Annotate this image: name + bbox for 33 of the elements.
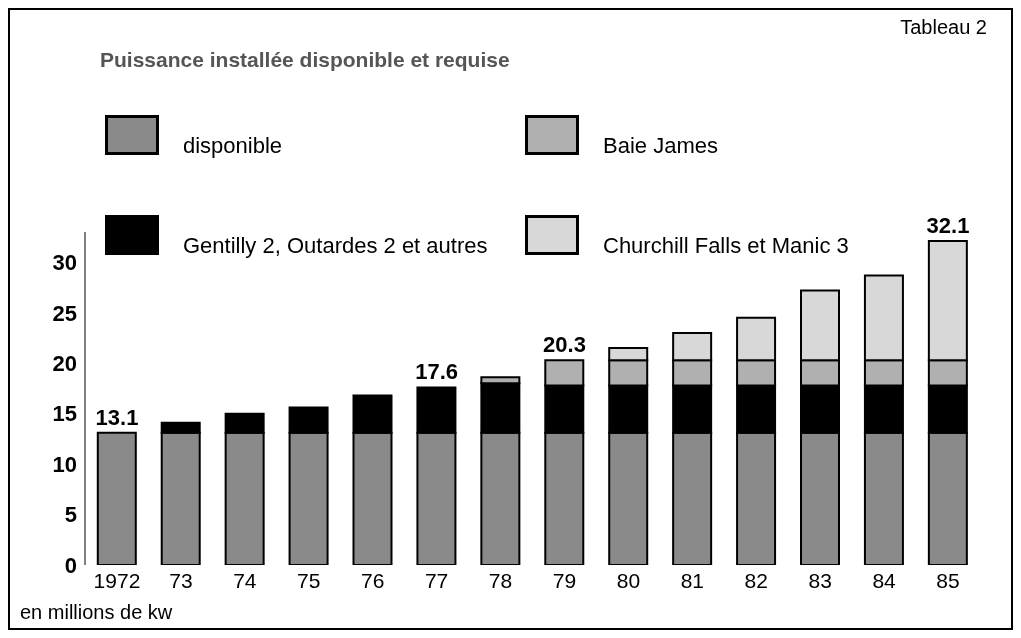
x-tick-label: 76 [361,568,385,592]
x-tick-label: 81 [680,568,704,592]
chart-title: Puissance installée disponible et requise [100,48,510,72]
x-tick-label: 77 [424,568,449,592]
legend-label: Churchill Falls et Manic 3 [603,232,849,260]
legend-label: disponible [183,132,283,160]
x-tick-label: 84 [872,568,897,592]
text: Tableau 2 [900,16,987,39]
x-tick-label: 78 [488,568,513,592]
bar [96,431,137,565]
legend-label: Gentilly 2, Outardes 2 et autres [183,232,488,260]
x-tick-label: 1972 [93,568,141,592]
x-tick-label: 79 [552,568,577,592]
legend-label: Baie James [603,132,718,160]
y-tick-label: 5 [64,502,77,528]
y-tick-label: 10 [52,451,77,477]
y-tick-label: 25 [52,300,77,326]
x-tick-label: 74 [233,568,257,592]
y-tick-label: 15 [52,401,77,427]
total-label: 32.1 [926,213,970,239]
x-tick-label: 73 [169,568,193,592]
y-tick-label: 20 [52,350,77,376]
x-tick-label: 85 [936,568,960,592]
text: en millions de kw [20,601,173,624]
x-tick-label: 82 [744,568,768,592]
total-label: 17.6 [415,359,459,385]
x-tick-label: 80 [616,568,641,592]
x-tick-label: 83 [808,568,832,592]
total-label: 13.1 [95,404,139,430]
x-tick-label: 75 [297,568,321,592]
total-label: 20.3 [543,332,586,358]
y-tick-label: 30 [52,250,77,276]
y-tick-label: 0 [64,552,77,578]
